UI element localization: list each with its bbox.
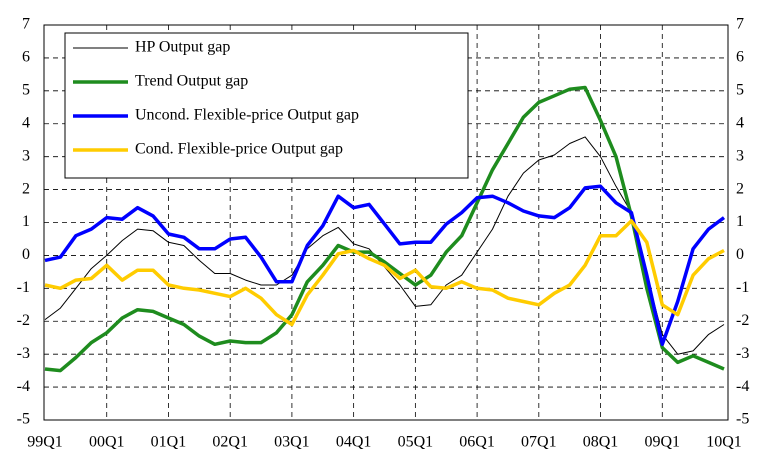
x-tick-label: 04Q1 xyxy=(336,434,372,451)
y2-tick-label: 2 xyxy=(736,180,744,197)
y-tick-label: 3 xyxy=(22,147,30,164)
x-tick-label: 09Q1 xyxy=(644,434,680,451)
legend-label: Uncond. Flexible-price Output gap xyxy=(135,107,359,124)
y2-tick-label: 5 xyxy=(736,82,744,99)
y-tick-label: 6 xyxy=(22,49,30,66)
y-tick-label: -1 xyxy=(17,279,30,296)
y2-tick-label: 6 xyxy=(736,49,744,66)
labels: -5 -5 -4 -4 -3 -3 -2 -2 -1 -1 0 0 1 1 2 2 3 3 4 4 5 5 6 6 7 7 99Q1… xyxy=(17,16,750,451)
y2-tick-label: 0 xyxy=(736,246,744,263)
x-tick-label: 06Q1 xyxy=(459,434,495,451)
x-tick-label: 99Q1 xyxy=(27,434,63,451)
y-tick-label: 4 xyxy=(22,114,30,131)
y-tick-label: 2 xyxy=(22,180,30,197)
y-tick-label: 7 xyxy=(22,16,30,33)
y2-tick-label: -1 xyxy=(736,279,749,296)
y-tick-label: -4 xyxy=(17,378,30,395)
x-tick-label: 03Q1 xyxy=(274,434,310,451)
x-tick-label: 02Q1 xyxy=(212,434,248,451)
x-tick-label: 00Q1 xyxy=(89,434,125,451)
x-tick-label: 07Q1 xyxy=(521,434,557,451)
y-tick-label: -2 xyxy=(17,312,30,329)
x-tick-label: 08Q1 xyxy=(583,434,619,451)
legend-label: HP Output gap xyxy=(135,39,230,56)
y-tick-label: 1 xyxy=(22,213,30,230)
series-line xyxy=(44,219,725,327)
x-tick-label: 01Q1 xyxy=(151,434,187,451)
legend-box xyxy=(64,32,469,179)
legend: HP Output gap Trend Output gap Uncond. Fle… xyxy=(64,32,469,179)
y2-tick-label: 1 xyxy=(736,213,744,230)
y-tick-label: -5 xyxy=(17,411,30,428)
y2-tick-label: 4 xyxy=(736,114,744,131)
x-tick-label: 05Q1 xyxy=(398,434,434,451)
y-tick-label: -3 xyxy=(17,345,30,362)
lines xyxy=(44,85,726,373)
legend-label: Trend Output gap xyxy=(135,73,248,90)
series-line xyxy=(44,85,725,373)
y2-tick-label: 7 xyxy=(736,16,744,33)
y2-tick-label: -2 xyxy=(736,312,749,329)
x-tick-label: 10Q1 xyxy=(706,434,742,451)
y2-tick-label: -4 xyxy=(736,378,749,395)
legend-label: Cond. Flexible-price Output gap xyxy=(135,141,343,158)
y2-tick-label: -5 xyxy=(736,411,749,428)
y-tick-label: 0 xyxy=(22,246,30,263)
y2-tick-label: -3 xyxy=(736,345,749,362)
y2-tick-label: 3 xyxy=(736,147,744,164)
y-tick-label: 5 xyxy=(22,82,30,99)
series-line xyxy=(44,184,726,347)
